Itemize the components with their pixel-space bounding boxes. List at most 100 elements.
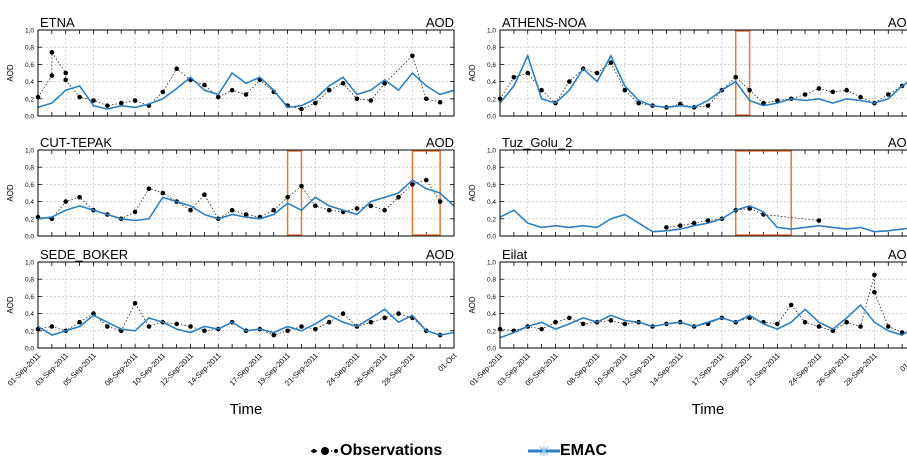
emac-legend-symbol — [528, 446, 560, 456]
y-tick-label: 0,4 — [487, 311, 496, 318]
observation-point — [132, 300, 138, 306]
observation-point — [77, 195, 82, 200]
observation-point — [174, 321, 179, 327]
panel-eilat — [497, 261, 907, 349]
y-axis-label: AOD — [468, 184, 477, 202]
observation-point — [802, 319, 808, 325]
observations-legend-symbol — [311, 447, 339, 455]
observation-point — [368, 203, 374, 209]
observation-point — [77, 319, 82, 325]
observation-point — [830, 328, 836, 334]
y-tick-label: 0,0 — [25, 234, 34, 241]
x-tick-label: 01-Oct — [436, 350, 459, 373]
observation-point — [299, 106, 304, 112]
observation-point — [539, 87, 544, 93]
observation-point — [802, 92, 808, 97]
station-title: Eilat — [502, 247, 528, 262]
observation-point — [132, 209, 138, 215]
observation-point — [410, 182, 415, 187]
observation-point — [705, 218, 711, 223]
highlight-box — [411, 150, 441, 236]
aod-corner-label: AOD — [888, 247, 907, 262]
observations-line — [37, 302, 441, 336]
observation-point — [747, 87, 752, 93]
observation-point — [622, 87, 628, 93]
legend: Observations EMAC — [0, 440, 907, 462]
observation-point — [525, 70, 531, 76]
legend-item-emac: EMAC — [528, 440, 607, 462]
observation-point — [622, 321, 628, 327]
observation-point — [146, 324, 152, 329]
observation-point — [326, 87, 332, 93]
y-tick-label: 0,2 — [25, 96, 34, 103]
observation-point — [326, 207, 332, 213]
observation-point — [437, 99, 443, 105]
observation-point — [761, 100, 766, 106]
y-tick-label: 0,2 — [25, 216, 34, 223]
observation-point — [77, 94, 82, 100]
y-tick-label: 1,0 — [25, 260, 34, 267]
highlight-box — [734, 30, 751, 116]
y-tick-label: 0,4 — [25, 311, 34, 318]
panel-athens-noa — [497, 29, 907, 117]
observation-point — [132, 98, 138, 103]
y-tick-label: 0,4 — [487, 79, 496, 86]
y-axis-label: AOD — [468, 296, 477, 314]
emac-line — [37, 71, 455, 110]
observation-point — [636, 100, 641, 106]
observation-point — [229, 87, 235, 93]
y-tick-label: 0,6 — [25, 182, 34, 189]
aod-corner-label: AOD — [888, 15, 907, 30]
observation-point — [608, 318, 614, 323]
observation-point — [382, 207, 387, 213]
y-axis-label: AOD — [6, 296, 15, 314]
legend-emac-label: EMAC — [560, 442, 608, 459]
observation-point — [340, 81, 346, 86]
y-tick-label: 1,0 — [487, 28, 496, 35]
emac-line — [499, 53, 907, 109]
observation-point — [775, 321, 780, 327]
y-tick-label: 0,6 — [25, 294, 34, 301]
y-tick-label: 0,4 — [487, 199, 496, 206]
x-axis-title: Time — [230, 401, 263, 418]
y-tick-label: 0,2 — [487, 216, 496, 223]
observation-point — [160, 190, 166, 196]
y-tick-label: 1,0 — [487, 260, 496, 267]
aod-corner-label: AOD — [426, 15, 454, 30]
observation-point — [437, 199, 443, 204]
observation-point — [49, 324, 55, 329]
observation-point — [816, 218, 822, 223]
station-title: CUT-TEPAK — [40, 135, 112, 150]
observation-point — [816, 86, 822, 91]
station-title: SEDE_BOKER — [40, 247, 128, 262]
aod-corner-label: AOD — [888, 135, 907, 150]
observation-point — [202, 328, 207, 334]
observation-point — [105, 103, 110, 108]
observation-point — [285, 195, 290, 200]
observation-point — [188, 324, 193, 329]
observation-point — [326, 319, 332, 325]
station-title: Tuz_Golu_2 — [502, 135, 572, 150]
y-tick-label: 0,6 — [25, 62, 34, 69]
observation-point — [816, 324, 822, 329]
observation-point — [146, 186, 152, 191]
observation-point — [340, 311, 346, 316]
observation-point — [705, 103, 711, 108]
observations-line — [666, 208, 819, 228]
panel-frame — [499, 29, 907, 117]
y-tick-label: 0,0 — [487, 114, 496, 121]
y-tick-label: 0,8 — [25, 277, 34, 284]
observation-point — [567, 315, 572, 321]
legend-item-observations: Observations — [310, 440, 442, 462]
highlight-box — [734, 150, 792, 236]
y-tick-label: 1,0 — [25, 28, 34, 35]
y-axis-label: AOD — [6, 64, 15, 82]
observation-point — [160, 89, 166, 95]
observation-point — [747, 206, 752, 211]
observation-point — [885, 324, 891, 329]
y-tick-label: 0,6 — [487, 294, 496, 301]
y-tick-label: 0,0 — [25, 114, 34, 121]
observations-line — [37, 51, 441, 110]
y-tick-label: 0,2 — [487, 96, 496, 103]
observation-point — [580, 321, 586, 327]
